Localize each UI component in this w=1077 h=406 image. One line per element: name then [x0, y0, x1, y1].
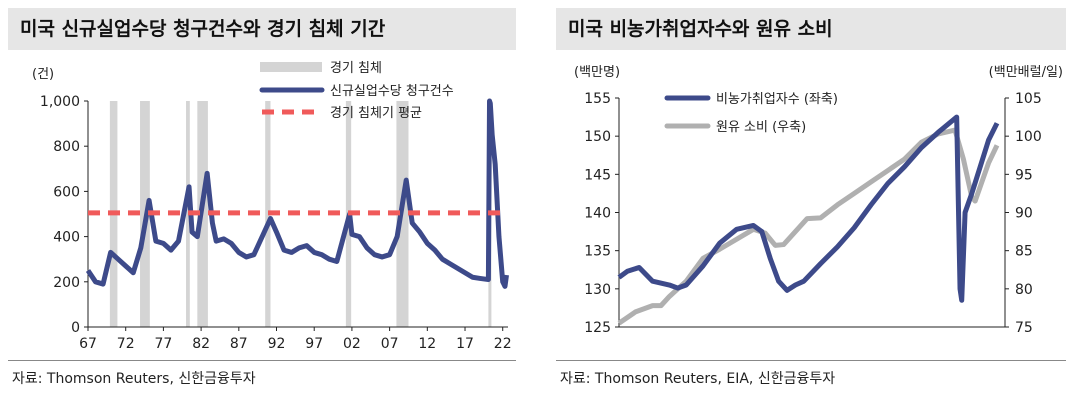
- recession-band: [265, 101, 271, 327]
- y-tick-label: 150: [584, 129, 611, 145]
- y-tick-label: 125: [584, 320, 611, 336]
- x-tick-label: 97: [305, 336, 323, 352]
- oil-consumption-line: [617, 127, 1000, 326]
- x-tick-label: 72: [117, 336, 135, 352]
- divider-left: [8, 360, 516, 361]
- claims-line: [85, 98, 509, 289]
- y-axis-unit: (백만명): [574, 65, 620, 80]
- y-tick-label: 1,000: [40, 94, 80, 110]
- y-tick-label: 0: [71, 320, 80, 336]
- y2-tick-label: 100: [1015, 129, 1042, 145]
- nonfarm-payrolls-line: [617, 114, 1000, 303]
- x-tick-label: 22: [494, 336, 512, 352]
- y-tick-label: 145: [584, 167, 611, 183]
- divider-right: [556, 360, 1066, 361]
- y-tick-label: 155: [584, 91, 611, 107]
- x-tick-label: 87: [230, 336, 248, 352]
- legend-label-claims: 신규실업수당 청구건수: [330, 84, 454, 99]
- y-tick-label: 135: [584, 244, 611, 260]
- y2-tick-label: 80: [1015, 282, 1033, 298]
- y-tick-label: 200: [53, 275, 80, 291]
- y-tick-label: 800: [53, 139, 80, 155]
- y-axis-unit: (건): [32, 67, 54, 82]
- legend-label-oil: 원유 소비 (우축): [716, 120, 806, 135]
- y2-tick-label: 90: [1015, 206, 1033, 222]
- y-tick-label: 400: [53, 230, 80, 246]
- y2-tick-label: 85: [1015, 244, 1033, 260]
- chart-title-right: 미국 비농가취업자수와 원유 소비: [556, 8, 1066, 50]
- x-tick-label: 17: [456, 336, 474, 352]
- chart-title-left: 미국 신규실업수당 청구건수와 경기 침체 기간: [8, 8, 516, 50]
- y2-tick-label: 75: [1015, 320, 1033, 336]
- y-tick-label: 600: [53, 184, 80, 200]
- recession-band: [186, 101, 190, 327]
- x-tick-label: 82: [192, 336, 210, 352]
- x-tick-label: 12: [418, 336, 436, 352]
- y2-axis-unit: (백만배럴/일): [989, 65, 1063, 80]
- y2-tick-label: 105: [1015, 91, 1042, 107]
- y2-tick-label: 95: [1015, 167, 1033, 183]
- x-tick-label: 77: [154, 336, 172, 352]
- y-tick-label: 130: [584, 282, 611, 298]
- legend-label-payrolls: 비농가취업자수 (좌축): [716, 92, 838, 107]
- x-tick-label: 07: [381, 336, 399, 352]
- legend-label-recession: 경기 침체: [330, 61, 382, 76]
- x-tick-label: 02: [343, 336, 361, 352]
- x-tick-label: 92: [268, 336, 286, 352]
- source-right: 자료: Thomson Reuters, EIA, 신한금융투자: [560, 371, 836, 387]
- legend-swatch-recession: [260, 62, 322, 72]
- legend-label-average: 경기 침체기 평균: [330, 106, 422, 121]
- source-left: 자료: Thomson Reuters, 신한금융투자: [12, 371, 256, 387]
- x-tick-label: 67: [79, 336, 97, 352]
- y-tick-label: 140: [584, 206, 611, 222]
